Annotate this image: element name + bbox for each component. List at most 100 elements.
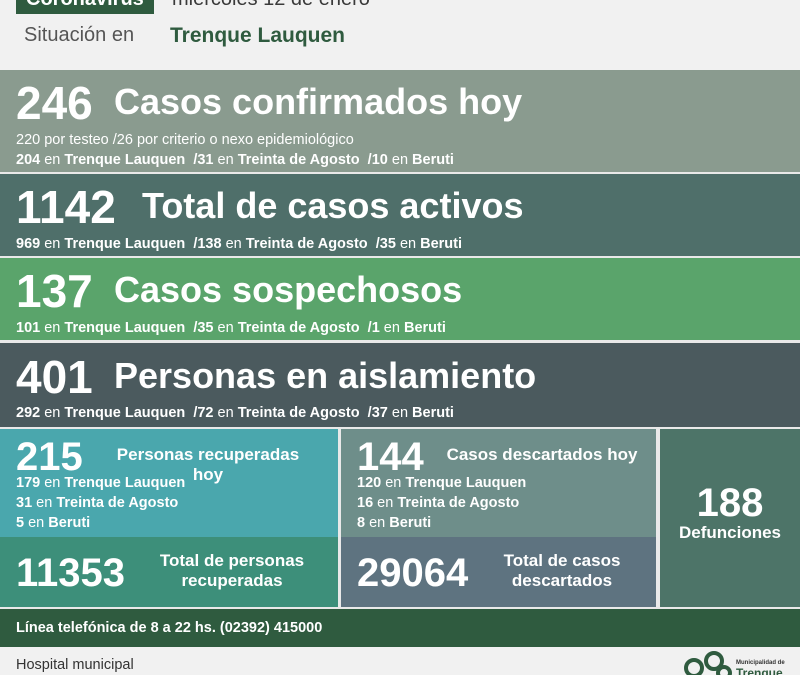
en-text: en — [217, 152, 234, 168]
en-text: en — [44, 236, 61, 252]
isolation-be-place: Beruti — [412, 405, 454, 421]
recovered-title-line1: Personas recuperadas — [116, 445, 300, 464]
recovered-row: 179 en Trenque Lauquen — [16, 475, 185, 491]
recovered-be-num: 5 — [16, 515, 25, 531]
discarded-row: 8 en Beruti — [357, 515, 431, 531]
suspected-value: 137 — [16, 265, 93, 317]
en-text: en — [391, 152, 409, 168]
active-ta-num: /138 — [193, 236, 222, 252]
en-text: en — [44, 405, 61, 421]
recovered-tl-num: 179 — [16, 475, 41, 491]
isolation-tl-num: 292 — [16, 405, 41, 421]
confirmed-nexo-num: /26 — [112, 132, 133, 148]
isolation-band: 401 Personas en aislamiento 292 en Trenq… — [0, 343, 800, 427]
isolation-ta-place: Treinta de Agosto — [237, 405, 360, 421]
isolation-line: 292 en Trenque Lauquen /72 en Treinta de… — [16, 405, 454, 421]
isolation-tl-place: Trenque Lauquen — [64, 405, 186, 421]
suspected-be-place: Beruti — [403, 320, 446, 336]
active-title: Total de casos activos — [142, 185, 524, 226]
header: Coronavirus miércoles 12 de enero Situac… — [0, 0, 800, 70]
discarded-be-num: 8 — [357, 515, 366, 531]
active-be-num: /35 — [375, 236, 396, 252]
isolation-be-num: /37 — [367, 405, 388, 421]
confirmed-tl-num: 204 — [16, 152, 41, 168]
suspected-line: 101 en Trenque Lauquen /35 en Treinta de… — [16, 320, 446, 336]
confirmed-tl-place: Trenque Lauquen — [64, 152, 186, 168]
en-text: en — [391, 405, 409, 421]
discarded-ta-place: Treinta de Agosto — [397, 495, 520, 511]
confirmed-value: 246 — [16, 77, 93, 129]
active-line: 969 en Trenque Lauquen /138 en Treinta d… — [16, 236, 462, 252]
hospital-label: Hospital municipal — [16, 657, 134, 673]
suspected-tl-num: 101 — [16, 320, 41, 336]
recovered-total-line1: Total de personas — [159, 551, 305, 570]
recovered-value: 215 — [16, 435, 83, 479]
discarded-total-title: Total de casos descartados — [481, 551, 643, 591]
discarded-row: 16 en Treinta de Agosto — [357, 495, 519, 511]
logo-small-text: Municipalidad de — [736, 660, 785, 666]
confirmed-band: 246 Casos confirmados hoy 220 por testeo… — [0, 70, 800, 172]
recovered-ta-place: Treinta de Agosto — [56, 495, 179, 511]
en-text: en — [44, 475, 61, 491]
en-text: en — [383, 320, 400, 336]
confirmed-ta-num: /31 — [193, 152, 214, 168]
recovered-row: 31 en Treinta de Agosto — [16, 495, 178, 511]
suspected-title: Casos sospechosos — [114, 269, 463, 310]
suspected-band: 137 Casos sospechosos 101 en Trenque Lau… — [0, 258, 800, 340]
discarded-total-value: 29064 — [357, 551, 469, 595]
recovered-total-box: 11353 Total de personas recuperadas — [0, 537, 338, 607]
active-tl-place: Trenque Lauquen — [64, 236, 186, 252]
discarded-ta-num: 16 — [357, 495, 374, 511]
suspected-ta-place: Treinta de Agosto — [237, 320, 360, 336]
recovered-total-title: Total de personas recuperadas — [140, 551, 324, 591]
discarded-value: 144 — [357, 435, 424, 479]
logo-big-text: Trenque — [736, 666, 783, 675]
discarded-box: 144 Casos descartados hoy 120 en Trenque… — [341, 429, 656, 537]
en-text: en — [44, 152, 61, 168]
recovered-total-line2: recuperadas — [181, 571, 283, 590]
suspected-tl-place: Trenque Lauquen — [64, 320, 186, 336]
confirmed-line1: 220 por testeo /26 por criterio o nexo e… — [16, 132, 354, 148]
isolation-title: Personas en aislamiento — [114, 355, 537, 396]
date-label: miércoles 12 de enero — [172, 0, 370, 14]
phone-bar: Línea telefónica de 8 a 22 hs. (02392) 4… — [0, 609, 800, 647]
active-value: 1142 — [16, 181, 116, 233]
en-text: en — [217, 320, 234, 336]
en-text: en — [217, 405, 234, 421]
confirmed-testeo-num: 220 — [16, 132, 41, 148]
city-name: Trenque Lauquen — [170, 24, 346, 47]
recovered-tl-place: Trenque Lauquen — [64, 475, 186, 491]
situation-label: Situación en — [24, 24, 135, 46]
discarded-total-line2: descartados — [511, 571, 613, 590]
en-text: en — [377, 495, 394, 511]
recovered-title: Personas recuperadas hoy — [106, 445, 310, 485]
phone-line: Línea telefónica de 8 a 22 hs. (02392) 4… — [16, 620, 323, 636]
isolation-value: 401 — [16, 351, 93, 403]
recovered-total-value: 11353 — [16, 551, 126, 595]
active-ta-place: Treinta de Agosto — [245, 236, 368, 252]
municipality-logo-icon — [684, 651, 732, 675]
discarded-tl-place: Trenque Lauquen — [405, 475, 527, 491]
discarded-be-place: Beruti — [389, 515, 432, 531]
deaths-label: Defunciones — [678, 523, 782, 542]
en-text: en — [369, 515, 386, 531]
en-text: en — [28, 515, 45, 531]
active-band: 1142 Total de casos activos 969 en Trenq… — [0, 174, 800, 256]
recovered-row: 5 en Beruti — [16, 515, 90, 531]
confirmed-be-num: /10 — [367, 152, 388, 168]
suspected-be-num: /1 — [367, 320, 380, 336]
en-text: en — [44, 320, 61, 336]
recovered-ta-num: 31 — [16, 495, 33, 511]
recovered-title-line2: hoy — [192, 465, 224, 484]
active-be-place: Beruti — [420, 236, 463, 252]
isolation-ta-num: /72 — [193, 405, 214, 421]
confirmed-line2: 204 en Trenque Lauquen /31 en Treinta de… — [16, 152, 454, 168]
deaths-value: 188 — [696, 481, 764, 525]
en-text: en — [36, 495, 53, 511]
en-text: en — [399, 236, 417, 252]
confirmed-title: Casos confirmados hoy — [114, 81, 523, 122]
en-text: en — [385, 475, 402, 491]
recovered-box: 215 Personas recuperadas hoy 179 en Tren… — [0, 429, 338, 537]
footer: Hospital municipal — [0, 647, 800, 675]
discarded-total-box: 29064 Total de casos descartados — [341, 537, 656, 607]
